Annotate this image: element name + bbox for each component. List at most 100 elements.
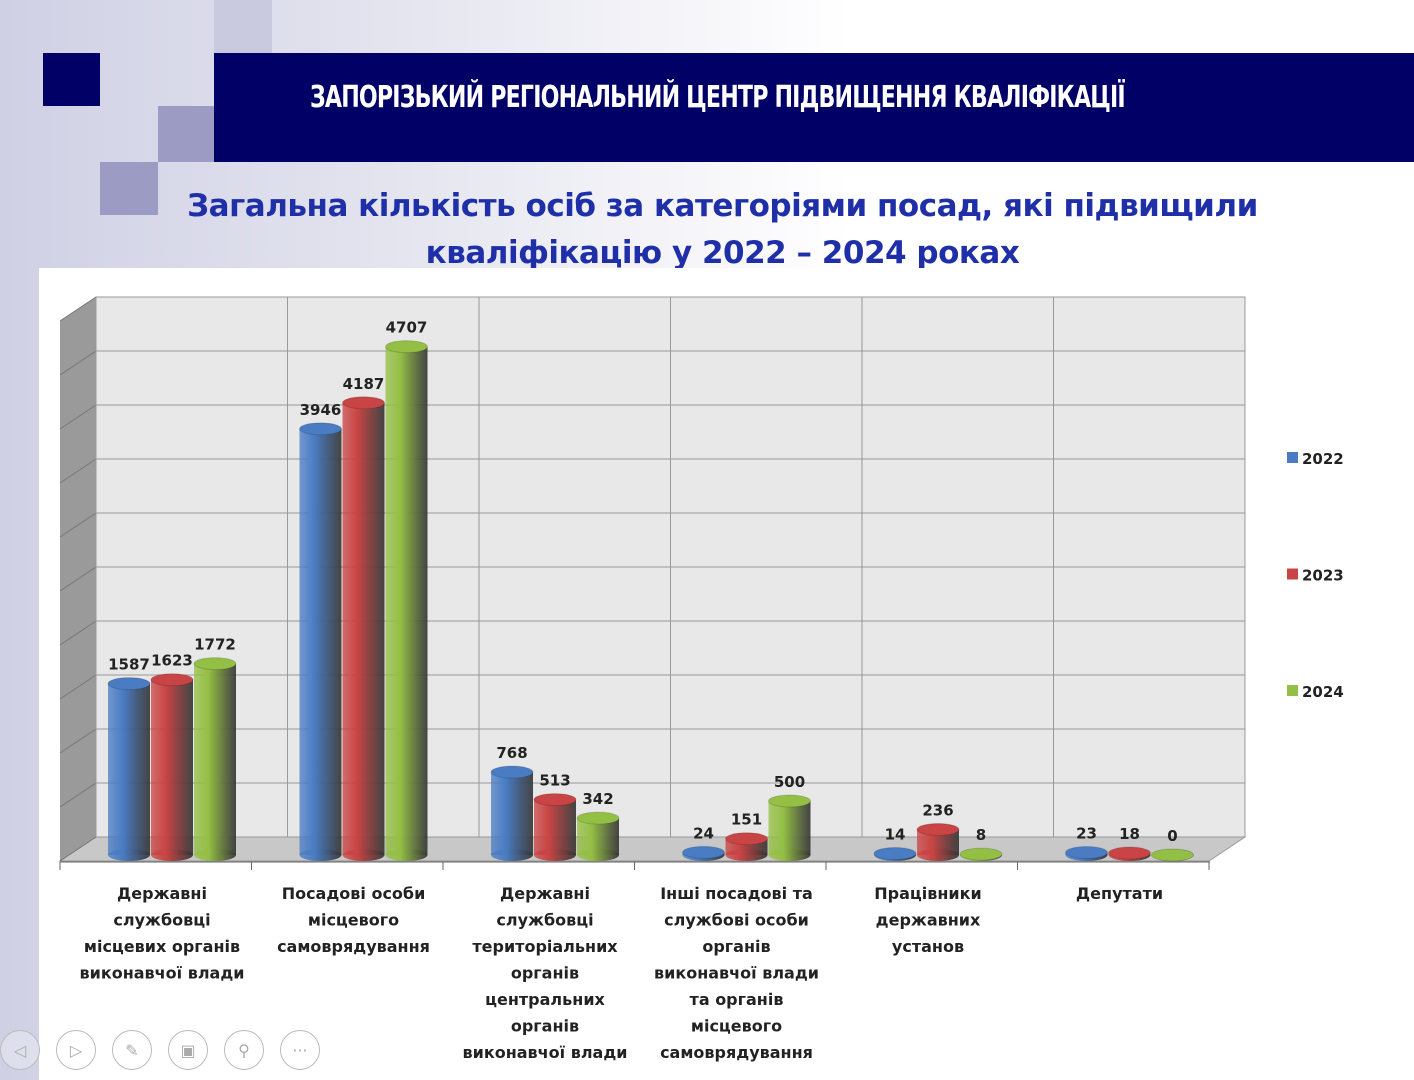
data-label-2022: 23 xyxy=(1076,825,1097,843)
data-label-2023: 4187 xyxy=(343,375,385,393)
slide-title: Загальна кількість осіб за категоріями п… xyxy=(150,183,1295,277)
gridline-side xyxy=(59,728,97,754)
bar-base-2022 xyxy=(299,849,342,861)
decor-square xyxy=(100,162,158,215)
category-label: Державні xyxy=(500,884,590,903)
bar-cap-2022 xyxy=(682,845,725,859)
legend-label-2024: 2024 xyxy=(1302,683,1344,701)
category-label: органів xyxy=(511,964,579,983)
data-label-2024: 500 xyxy=(774,773,805,791)
gridline-side xyxy=(59,350,97,376)
data-label-2023: 236 xyxy=(922,802,953,820)
data-label-2022: 1587 xyxy=(108,656,150,674)
bar-cap-2022 xyxy=(299,422,342,436)
bar-cap-2024 xyxy=(1151,848,1194,862)
bar-2024 xyxy=(577,818,619,855)
data-label-2024: 8 xyxy=(976,826,986,844)
category-label: органів xyxy=(511,1017,579,1036)
data-label-2022: 24 xyxy=(693,824,714,842)
bar-base-2023 xyxy=(917,849,959,861)
data-label-2023: 18 xyxy=(1119,825,1140,843)
gridline-side xyxy=(59,620,97,646)
legend-swatch-2023 xyxy=(1287,568,1298,580)
category-label: місцевого xyxy=(691,1017,782,1036)
gridline-side xyxy=(59,674,97,700)
header-banner xyxy=(214,53,1414,162)
category-label: виконавчої влади xyxy=(654,964,819,983)
bar-2022 xyxy=(299,428,342,855)
bar-base-2024 xyxy=(385,849,428,861)
bar-cap-2024 xyxy=(768,794,811,808)
bar-cap-2023 xyxy=(916,823,960,837)
legend-swatch-2024 xyxy=(1287,685,1298,696)
category-label: самоврядування xyxy=(660,1043,813,1062)
bar-2022 xyxy=(491,772,533,855)
gridline-side xyxy=(59,512,97,538)
category-label: органів xyxy=(702,937,770,956)
data-label-2024: 0 xyxy=(1167,827,1177,845)
previous-icon[interactable]: ◁ xyxy=(0,1030,40,1070)
category-label: Державні xyxy=(117,884,207,903)
bar-base-2023 xyxy=(342,849,385,861)
bar-cap-2024 xyxy=(959,847,1003,861)
category-label: Депутати xyxy=(1076,884,1163,903)
pen-icon[interactable]: ✎ xyxy=(112,1030,152,1070)
data-label-2022: 14 xyxy=(885,825,906,843)
category-label: та органів xyxy=(690,990,784,1009)
bar-cap-2022 xyxy=(873,846,917,860)
gridline-side xyxy=(59,458,97,484)
data-label-2024: 4707 xyxy=(386,319,428,337)
data-label-2024: 1772 xyxy=(194,636,236,654)
data-label-2022: 768 xyxy=(496,744,527,762)
category-label: виконавчої влади xyxy=(463,1043,628,1062)
bar-2024 xyxy=(194,663,236,855)
gridline-side xyxy=(59,296,97,322)
more-icon[interactable]: ··· xyxy=(280,1030,320,1070)
bar-2024 xyxy=(385,346,428,855)
data-label-2022: 3946 xyxy=(300,401,342,419)
data-label-2023: 151 xyxy=(731,811,762,829)
bar-base-2024 xyxy=(194,849,236,861)
header-title: ЗАПОРІЗЬКИЙ РЕГІОНАЛЬНИЙ ЦЕНТР ПІДВИЩЕНН… xyxy=(310,80,1126,115)
category-label: службовці xyxy=(496,911,593,930)
category-label: місцевого xyxy=(308,911,399,930)
bar-cap-2023 xyxy=(725,832,768,846)
category-label: самоврядування xyxy=(277,937,430,956)
category-label: Працівники xyxy=(874,884,981,903)
floor xyxy=(58,836,1247,862)
slides-icon[interactable]: ▣ xyxy=(168,1030,208,1070)
zoom-icon[interactable]: ⚲ xyxy=(224,1030,264,1070)
slide-title-line2: кваліфікацію у 2022 – 2024 роках xyxy=(425,235,1020,271)
bar-base-2022 xyxy=(491,849,533,861)
category-label: службові особи xyxy=(664,911,809,930)
legend-label-2022: 2022 xyxy=(1302,450,1344,468)
next-icon[interactable]: ▷ xyxy=(56,1030,96,1070)
bar-cap-2024 xyxy=(193,657,237,671)
bar-base-2023 xyxy=(534,849,576,861)
bar-cap-2024 xyxy=(576,811,620,825)
gridline-side xyxy=(59,566,97,592)
category-label: установ xyxy=(892,937,964,956)
data-label-2024: 342 xyxy=(582,790,613,808)
decor-square xyxy=(214,0,272,53)
bar-2023 xyxy=(151,679,193,855)
gridline-side xyxy=(59,782,97,808)
category-label: територіальних xyxy=(472,937,618,956)
bar-cap-2023 xyxy=(1108,846,1151,860)
data-label-2023: 1623 xyxy=(151,652,193,670)
bar-cap-2024 xyxy=(385,340,428,354)
category-label: місцевих органів xyxy=(84,937,240,956)
slideshow-toolbar: ◁ ▷ ✎ ▣ ⚲ ··· xyxy=(0,1030,320,1070)
decor-square xyxy=(43,53,100,106)
decor-square xyxy=(158,106,214,162)
gridline-side xyxy=(59,836,97,862)
bar-2022 xyxy=(108,683,150,855)
bar-cap-2022 xyxy=(490,765,534,779)
bar-base-2024 xyxy=(577,849,619,861)
gridline-side xyxy=(59,404,97,430)
bar-cap-2023 xyxy=(342,396,385,410)
category-label: державних xyxy=(876,911,981,930)
bar-cap-2022 xyxy=(107,677,151,691)
slide-title-line1: Загальна кількість осіб за категоріями п… xyxy=(187,188,1258,224)
